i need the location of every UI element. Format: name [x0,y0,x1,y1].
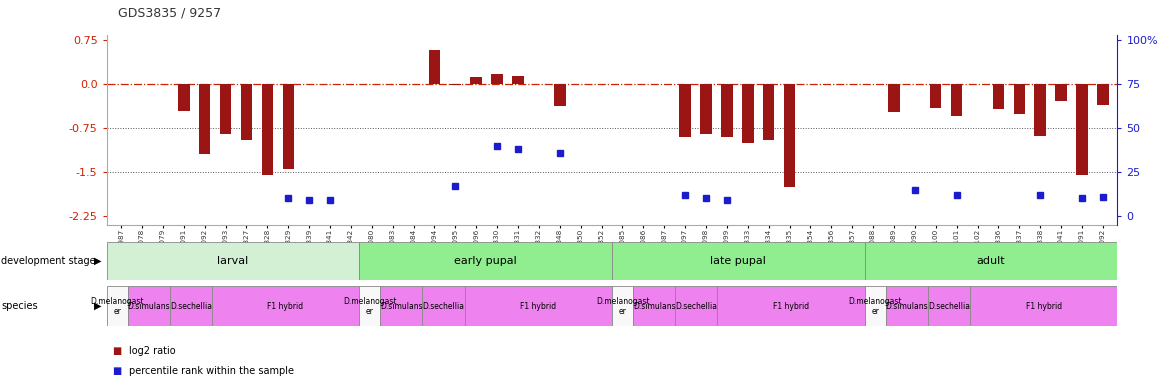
Bar [423,286,464,326]
Text: D.sechellia: D.sechellia [170,302,212,311]
Bar [262,84,273,175]
Text: ▶: ▶ [95,256,102,266]
Bar [1076,84,1087,175]
Bar [928,286,970,326]
Text: development stage: development stage [1,256,96,266]
Bar [970,286,1117,326]
Bar [865,286,886,326]
Bar [930,84,941,108]
Text: D.sechellia: D.sechellia [675,302,717,311]
Text: ▶: ▶ [95,301,102,311]
Text: F1 hybrid: F1 hybrid [772,302,809,311]
Bar [717,286,865,326]
Bar [554,84,565,106]
Text: D.simulans: D.simulans [127,302,170,311]
Bar [611,286,633,326]
Text: percentile rank within the sample: percentile rank within the sample [129,366,293,376]
Bar [1034,84,1046,136]
Bar [470,77,482,84]
Bar [428,50,440,84]
Text: D.simulans: D.simulans [380,302,423,311]
Bar [212,286,359,326]
Text: D.melanogast
er: D.melanogast er [90,296,144,316]
Bar [886,286,928,326]
Bar [611,242,865,280]
Bar [178,84,190,111]
Bar [283,84,294,169]
Text: D.melanogast
er: D.melanogast er [595,296,650,316]
Bar [992,84,1004,109]
Text: D.melanogast
er: D.melanogast er [343,296,396,316]
Text: late pupal: late pupal [710,256,767,266]
Bar [220,84,232,134]
Bar [1013,84,1025,114]
Bar [763,84,775,140]
Bar [241,84,252,140]
Bar [680,84,691,137]
Bar [512,76,523,84]
Bar [633,286,675,326]
Text: species: species [1,301,38,311]
Bar [359,286,380,326]
Text: D.melanogast
er: D.melanogast er [849,296,902,316]
Bar [701,84,712,134]
Text: D.sechellia: D.sechellia [423,302,464,311]
Bar [107,286,127,326]
Bar [199,84,211,154]
Bar [721,84,733,137]
Bar [784,84,796,187]
Bar [675,286,717,326]
Bar [359,242,611,280]
Bar [380,286,423,326]
Bar [464,286,611,326]
Text: GDS3835 / 9257: GDS3835 / 9257 [118,6,221,19]
Bar [742,84,754,143]
Bar [449,84,461,86]
Bar [1097,84,1108,105]
Bar [107,242,359,280]
Text: early pupal: early pupal [454,256,516,266]
Text: ■: ■ [112,346,122,356]
Bar [127,286,170,326]
Text: F1 hybrid: F1 hybrid [520,302,556,311]
Text: D.sechellia: D.sechellia [928,302,970,311]
Bar [1055,84,1067,101]
Text: D.simulans: D.simulans [632,302,675,311]
Text: log2 ratio: log2 ratio [129,346,175,356]
Text: F1 hybrid: F1 hybrid [267,302,303,311]
Text: larval: larval [218,256,249,266]
Bar [170,286,212,326]
Bar [951,84,962,116]
Text: F1 hybrid: F1 hybrid [1026,302,1062,311]
Text: D.simulans: D.simulans [886,302,929,311]
Text: adult: adult [977,256,1005,266]
Bar [888,84,900,113]
Bar [865,242,1117,280]
Text: ■: ■ [112,366,122,376]
Bar [491,74,503,84]
